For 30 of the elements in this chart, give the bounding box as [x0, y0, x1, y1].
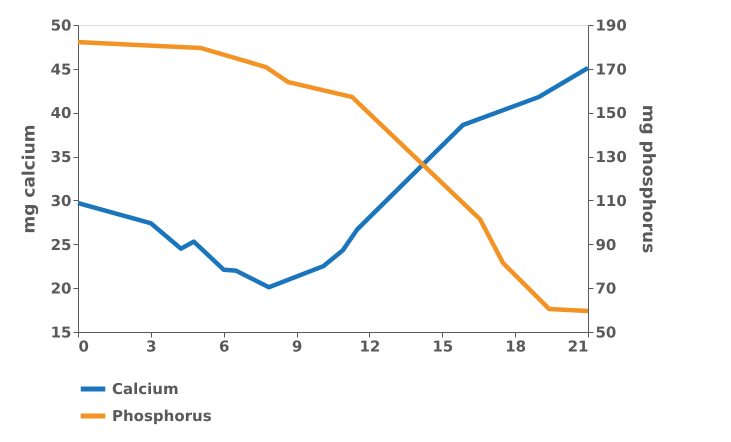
- y-tick-label: 30: [50, 192, 72, 210]
- y-tick-label: 25: [50, 236, 72, 254]
- y2-tick-label: 150: [596, 104, 627, 122]
- line-series: [76, 66, 590, 290]
- line-series: [76, 40, 590, 314]
- y2-tick-label: 90: [596, 236, 616, 254]
- x-tick-label: 3: [146, 338, 157, 356]
- y2-axis-title: mg phosphorus: [638, 104, 658, 254]
- y2-tick-label: 110: [596, 192, 627, 210]
- y-tick-label: 20: [50, 280, 72, 298]
- x-tick-label: 0: [78, 338, 89, 356]
- x-tick-label: 18: [505, 338, 526, 356]
- x-tick-label: 21: [568, 338, 588, 356]
- legend-label: Phosphorus: [112, 407, 212, 425]
- y2-tick-label: 170: [596, 60, 627, 78]
- y-tick-label: 40: [50, 104, 72, 122]
- x-tick-label: 6: [218, 338, 230, 356]
- y2-tick-label: 130: [596, 148, 627, 166]
- y-axis-title: mg calcium: [20, 124, 40, 234]
- legend-label: Calcium: [112, 380, 179, 398]
- x-tick-label: 12: [359, 338, 380, 356]
- y-tick-label: 50: [50, 16, 72, 34]
- y-tick-label: 45: [50, 60, 72, 78]
- y-tick-label: 35: [50, 148, 72, 166]
- y-tick-label: 15: [50, 324, 72, 342]
- x-tick-label: 15: [432, 338, 454, 356]
- y2-tick-label: 50: [596, 324, 616, 342]
- y2-tick-label: 190: [596, 16, 627, 34]
- y2-tick-label: 70: [596, 280, 616, 298]
- x-tick-label: 9: [292, 338, 302, 356]
